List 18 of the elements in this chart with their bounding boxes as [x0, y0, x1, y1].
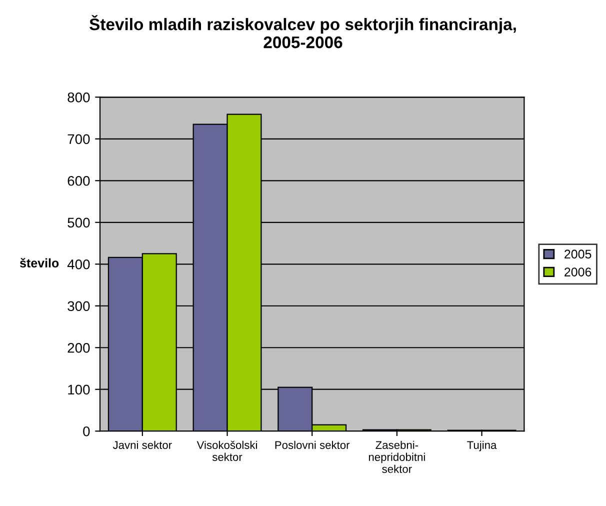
y-tick-label: 800 [68, 92, 90, 102]
x-tick-label: Visokošolski sektor [196, 440, 257, 461]
y-tick-label: 500 [68, 218, 90, 228]
y-tick-label: 100 [68, 384, 90, 395]
y-tick-label: 300 [68, 301, 90, 312]
x-tick-label: Tujina [467, 440, 497, 452]
legend-label: 2005 [564, 250, 592, 259]
y-tick-label: 600 [68, 176, 90, 186]
x-tick-label: Poslovni sektor [275, 440, 350, 449]
y-tick-label: 0 [83, 426, 90, 436]
y-tick-label: 400 [67, 259, 90, 270]
x-tick-label: Zasebni- nepridobitni sektor [368, 440, 425, 473]
legend-label: 2006 [564, 268, 592, 276]
x-tick-label: Javni sektor [112, 440, 172, 449]
y-axis-title: število [20, 258, 59, 268]
chart-title: Število mladih raziskovalcev po sektorjih financiranja, 2005-2006 [90, 15, 516, 48]
y-tick-label: 200 [68, 342, 90, 353]
y-tick-label: 700 [68, 134, 90, 144]
